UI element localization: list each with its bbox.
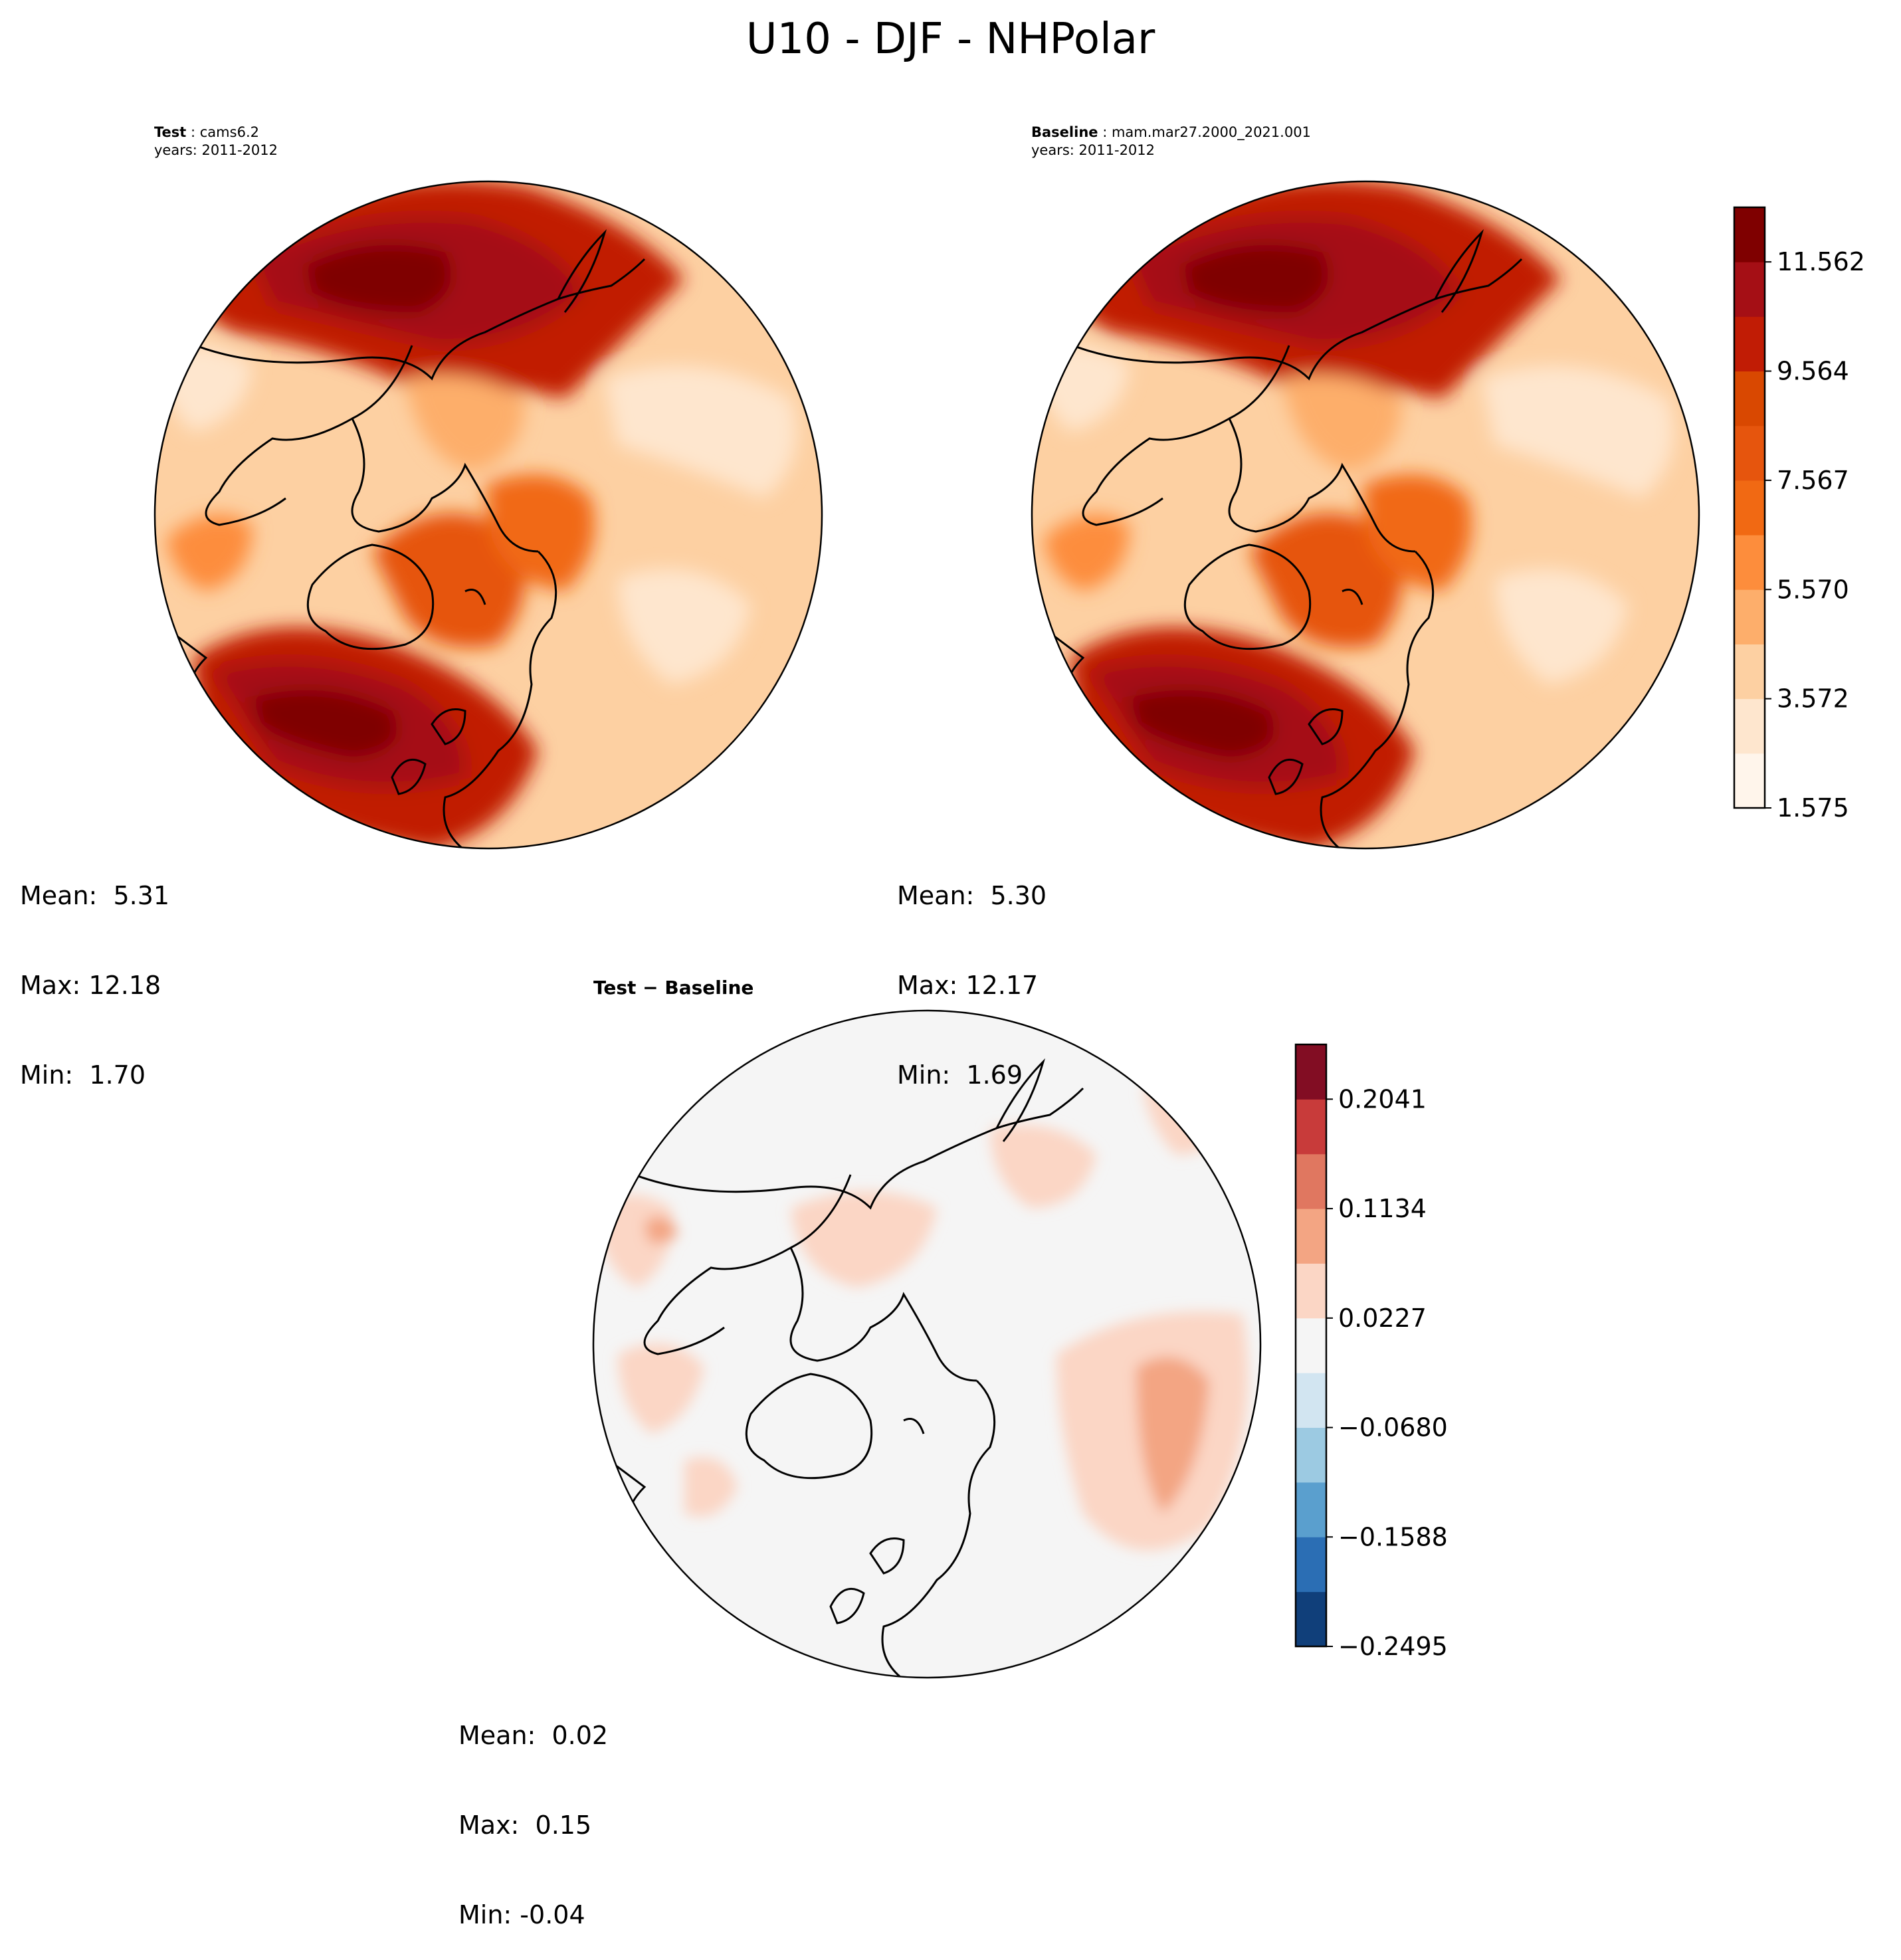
diff-colorbar-tick-label: 0.1134 <box>1338 1194 1427 1223</box>
test-stat-mean: Mean: 5.31 <box>20 881 170 910</box>
diff-stats: Mean: 0.02 Max: 0.15 Min: -0.04 <box>458 1661 608 1960</box>
baseline-stat-min: Min: 1.69 <box>897 1060 1023 1090</box>
main-colorbar-segment <box>1734 644 1765 700</box>
figure-title: U10 - DJF - NHPolar <box>746 15 1155 64</box>
diff-colorbar-segment <box>1296 1482 1326 1537</box>
test-stat-min: Min: 1.70 <box>20 1060 146 1090</box>
diff-colorbar-segments <box>1296 1044 1326 1647</box>
main-colorbar-segment <box>1734 589 1765 644</box>
main-colorbar-segments <box>1734 207 1765 809</box>
baseline-polar-map <box>1031 180 1700 850</box>
baseline-label: Baseline <box>1031 124 1098 140</box>
diff-colorbar-segment <box>1296 1099 1326 1155</box>
diff-contours <box>593 1079 1249 1551</box>
baseline-case-name: mam.mar27.2000_2021.001 <box>1111 124 1311 140</box>
diff-colorbar-segment <box>1296 1209 1326 1264</box>
diff-polar-map <box>592 1009 1262 1679</box>
main-colorbar-segment <box>1734 425 1765 481</box>
diff-colorbar-segment <box>1296 1153 1326 1209</box>
diff-colorbar-tick-label: 0.2041 <box>1338 1084 1427 1114</box>
diff-colorbar: 0.2041 0.1134 0.0227 −0.0680 −0.1588 −0.2495 <box>1294 1043 1448 1661</box>
diff-colorbar-tick-label: −0.1588 <box>1338 1522 1448 1551</box>
diff-stat-max: Max: 0.15 <box>458 1811 592 1840</box>
diff-colorbar-segment <box>1296 1263 1326 1319</box>
test-stat-max: Max: 12.18 <box>20 971 161 1000</box>
diff-colorbar-segment <box>1296 1537 1326 1593</box>
diff-colorbar-segment <box>1296 1427 1326 1483</box>
test-map-boundary <box>153 180 823 850</box>
main-colorbar-ticks: 11.562 9.564 7.567 5.570 3.572 1.575 <box>1765 247 1865 823</box>
main-colorbar-segment <box>1734 480 1765 536</box>
diff-map-boundary <box>592 1009 1262 1679</box>
baseline-separator: : <box>1098 124 1112 140</box>
baseline-coastlines <box>1032 229 1523 848</box>
baseline-years: years: 2011-2012 <box>1031 142 1155 158</box>
diff-colorbar-frame <box>1294 1043 1328 1648</box>
main-colorbar-frame <box>1733 206 1766 809</box>
test-label: Test <box>154 124 187 140</box>
main-colorbar-tick-label: 11.562 <box>1777 247 1865 276</box>
diff-stat-min: Min: -0.04 <box>458 1900 585 1929</box>
main-colorbar: 11.562 9.564 7.567 5.570 3.572 1.575 <box>1733 206 1865 823</box>
main-colorbar-segment <box>1734 316 1765 372</box>
main-colorbar-segment <box>1734 371 1765 427</box>
diff-colorbar-tick-label: 0.0227 <box>1338 1304 1427 1333</box>
main-colorbar-segment <box>1734 753 1765 809</box>
baseline-panel-header: Baseline : mam.mar27.2000_2021.001 years… <box>1031 124 1311 159</box>
diff-colorbar-tick-label: −0.0680 <box>1338 1413 1448 1442</box>
diff-stat-mean: Mean: 0.02 <box>458 1721 609 1750</box>
main-colorbar-segment <box>1734 535 1765 590</box>
diff-colorbar-segment <box>1296 1591 1326 1647</box>
baseline-stat-mean: Mean: 5.30 <box>897 881 1047 910</box>
test-case-name: cams6.2 <box>199 124 259 140</box>
main-colorbar-tick-label: 3.572 <box>1777 684 1849 714</box>
main-colorbar-tick-label: 9.564 <box>1777 357 1849 386</box>
diff-colorbar-segment <box>1296 1044 1326 1100</box>
diff-colorbar-ticks: 0.2041 0.1134 0.0227 −0.0680 −0.1588 −0.2495 <box>1326 1084 1448 1661</box>
diff-colorbar-tick-label: −0.2495 <box>1338 1632 1448 1661</box>
test-stats: Mean: 5.31 Max: 12.18 Min: 1.70 <box>20 821 169 1120</box>
diff-panel-title: Test − Baseline <box>593 977 754 999</box>
main-colorbar-tick-label: 7.567 <box>1777 466 1849 495</box>
test-polar-map <box>153 180 823 850</box>
baseline-stats: Mean: 5.30 Max: 12.17 Min: 1.69 <box>897 821 1047 1120</box>
test-separator: : <box>186 124 200 140</box>
diff-colorbar-segment <box>1296 1373 1326 1428</box>
main-colorbar-tick-label: 5.570 <box>1777 575 1849 604</box>
test-panel-header: Test : cams6.2 years: 2011-2012 <box>154 124 278 159</box>
baseline-stat-max: Max: 12.17 <box>897 971 1039 1000</box>
main-colorbar-segment <box>1734 207 1765 262</box>
test-years: years: 2011-2012 <box>154 142 278 158</box>
diff-colorbar-segment <box>1296 1318 1326 1373</box>
main-colorbar-segment <box>1734 698 1765 754</box>
main-colorbar-segment <box>1734 262 1765 317</box>
main-colorbar-tick-label: 1.575 <box>1777 793 1849 823</box>
test-wind-contours <box>155 181 797 848</box>
baseline-map-boundary <box>1031 180 1700 850</box>
